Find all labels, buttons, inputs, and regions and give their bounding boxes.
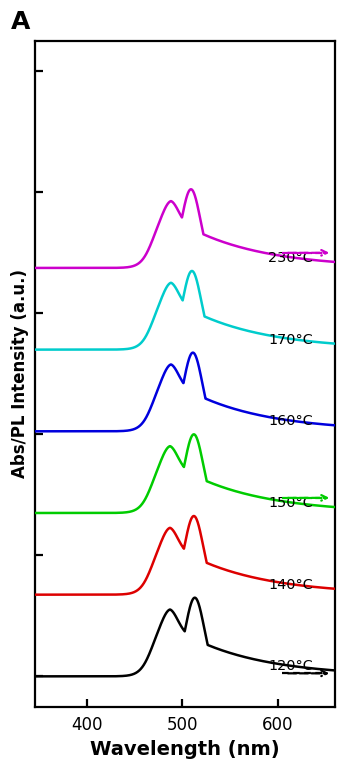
- Text: 140°C: 140°C: [268, 578, 313, 591]
- X-axis label: Wavelength (nm): Wavelength (nm): [90, 740, 280, 759]
- Text: 230°C: 230°C: [268, 251, 313, 265]
- Text: A: A: [11, 10, 30, 35]
- Text: 160°C: 160°C: [268, 414, 313, 428]
- Text: 150°C: 150°C: [268, 496, 313, 510]
- Text: 170°C: 170°C: [268, 333, 313, 346]
- Text: 120°C: 120°C: [268, 659, 313, 673]
- Y-axis label: Abs/PL Intensity (a.u.): Abs/PL Intensity (a.u.): [11, 270, 29, 478]
